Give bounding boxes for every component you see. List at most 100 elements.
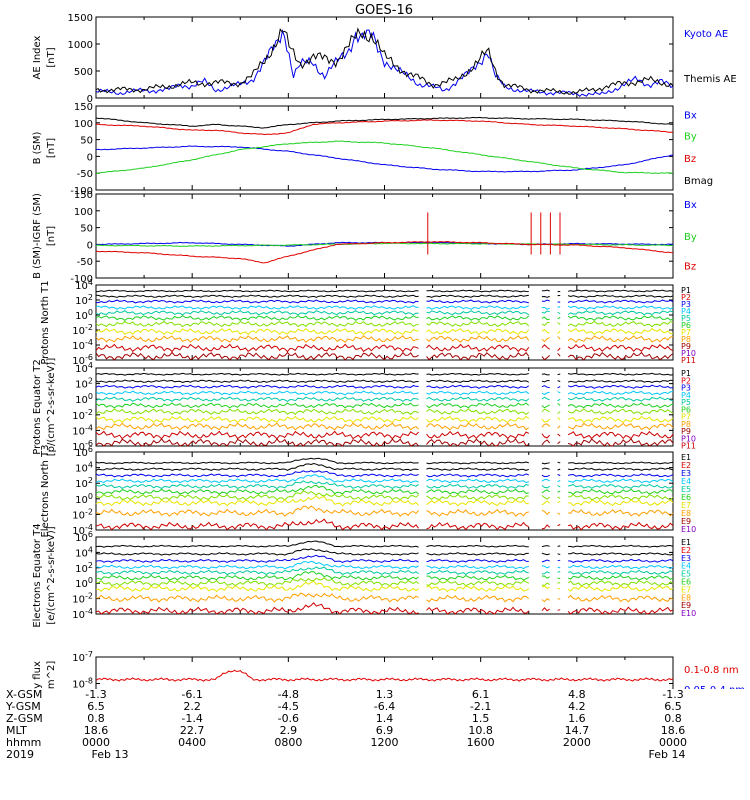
y-tick-label: 100 (75, 392, 93, 406)
flux-channel-E5 (95, 566, 674, 576)
ephem-value: 6.1 (471, 688, 490, 701)
flux-channel-P10 (95, 343, 674, 353)
flux-channel-P11 (95, 351, 674, 361)
legend-bx: Bx (684, 200, 697, 211)
y-tick-label: -50 (77, 169, 93, 180)
flux-channel-E4 (95, 474, 674, 484)
y-tick-label: 106 (75, 445, 93, 459)
flux-channel-E2 (95, 462, 674, 471)
flux-channel-E2 (95, 548, 674, 556)
flux-channel-P7 (95, 320, 674, 328)
y-tick-label: 10-4 (72, 607, 93, 621)
legend-e9: E9 (681, 601, 691, 610)
legend-p5: P5 (681, 398, 691, 407)
flux-channel-P1 (95, 372, 674, 376)
series-line-kyoto-ae (95, 28, 674, 97)
legend-e4: E4 (681, 562, 691, 571)
y-axis-unit: [nT] (46, 47, 57, 67)
flux-channel-P9 (95, 335, 674, 343)
y-tick-label: 0 (87, 94, 93, 105)
y-tick-label: -100 (70, 186, 93, 197)
flux-channel-E10 (95, 518, 674, 531)
flux-channel-P6 (95, 402, 674, 409)
y-tick-label: 10-7 (72, 650, 93, 664)
panel-frame (95, 16, 674, 99)
ephem-value: -4.5 (277, 700, 300, 713)
legend-p1: P1 (681, 286, 691, 295)
y-tick-label: 106 (75, 530, 93, 544)
y-tick-label: 150 (74, 102, 93, 113)
series-line-bz (95, 119, 674, 136)
y-tick-label: 102 (75, 293, 93, 307)
legend-e7: E7 (681, 501, 691, 510)
xray-series-0 (95, 669, 674, 682)
legend-by: By (684, 131, 697, 142)
ephem-value: 2.9 (279, 724, 298, 737)
flux-channel-P11 (95, 438, 674, 447)
ephem-row-label: Y-GSM (6, 700, 41, 713)
ephem-value: 0000 (82, 736, 110, 749)
flux-channel-P4 (95, 305, 674, 310)
legend-e5: E5 (681, 485, 691, 494)
panel-frame (95, 193, 674, 279)
legend-e2: E2 (681, 546, 691, 555)
ephem-row-label: 2019 (6, 748, 34, 761)
ephem-value: -0.6 (277, 712, 300, 725)
ephem-value: 1.4 (375, 712, 394, 725)
ephem-value: 4.8 (568, 688, 586, 701)
legend-themis-ae: Themis AE (683, 74, 737, 85)
ephem-value: 0400 (178, 736, 207, 749)
flux-channel-E6 (95, 484, 674, 495)
flux-channel-P7 (95, 408, 674, 416)
y-tick-label: 50 (80, 224, 93, 235)
flux-channel-P2 (95, 294, 674, 298)
ephem-value: 1.6 (568, 712, 586, 725)
ephem-value: 18.6 (660, 724, 686, 737)
y-tick-label: 10-2 (72, 592, 93, 606)
legend-bz: Bz (684, 154, 696, 165)
ephem-value: Feb 14 (648, 748, 686, 761)
ephem-value: 22.7 (179, 724, 205, 737)
ephem-value: 14.7 (564, 724, 590, 737)
legend-p4: P4 (681, 307, 691, 316)
y-tick-label: 10-4 (72, 338, 93, 352)
legend-p2: P2 (681, 376, 691, 385)
flux-channel-E3 (95, 554, 674, 563)
y-tick-label: 100 (75, 576, 93, 590)
ephem-value: -6.1 (181, 688, 203, 701)
ephem-value: 1200 (370, 736, 399, 749)
ephem-value: 0.8 (87, 712, 105, 725)
flux-channel-P3 (95, 384, 674, 389)
flux-channel-P1 (95, 289, 674, 293)
xray-legend-1: 0.05-0.4 nm (684, 685, 745, 689)
y-axis-label: Protons North T1 (40, 280, 51, 364)
y-axis-unit: [nT] (46, 226, 57, 246)
series-line-by (95, 140, 674, 174)
xray-legend-0: 0.1-0.8 nm (684, 665, 739, 676)
y-axis-unit: [p/(cm^2-s-sr-keV)] (46, 358, 57, 457)
flux-channel-E5 (95, 480, 674, 490)
flux-channel-P9 (95, 422, 674, 431)
ephem-value: 2000 (562, 736, 591, 749)
legend-p11: P11 (681, 442, 696, 451)
ephem-value: Feb 13 (91, 748, 129, 761)
ephemeris-table: X-GSM -1.3 -6.1 -4.8 1.3 6.1 4.8 -1.3 Y-GSM 6.5 2.… (0, 689, 750, 800)
y-axis-unit: [nT] (46, 138, 57, 158)
y-tick-label: -100 (70, 274, 93, 285)
legend-p3: P3 (681, 384, 691, 393)
flux-channel-E8 (95, 495, 674, 507)
ephem-row-label: hhmm (6, 736, 42, 749)
flux-channel-P5 (95, 310, 674, 316)
ephem-value: 0.8 (664, 712, 682, 725)
legend-p10: P10 (681, 434, 696, 443)
series-line-bx (95, 145, 674, 173)
ephem-value: -1.3 (662, 688, 684, 701)
ephem-value: -6.4 (373, 700, 396, 713)
legend-e10: E10 (681, 609, 696, 618)
y-axis-label: Electrons North T3 (40, 444, 51, 537)
ephem-value: -1.3 (85, 688, 107, 701)
y-tick-label: 50 (80, 136, 93, 147)
flux-channel-P4 (95, 390, 674, 396)
y-tick-label: 10-2 (72, 408, 93, 422)
